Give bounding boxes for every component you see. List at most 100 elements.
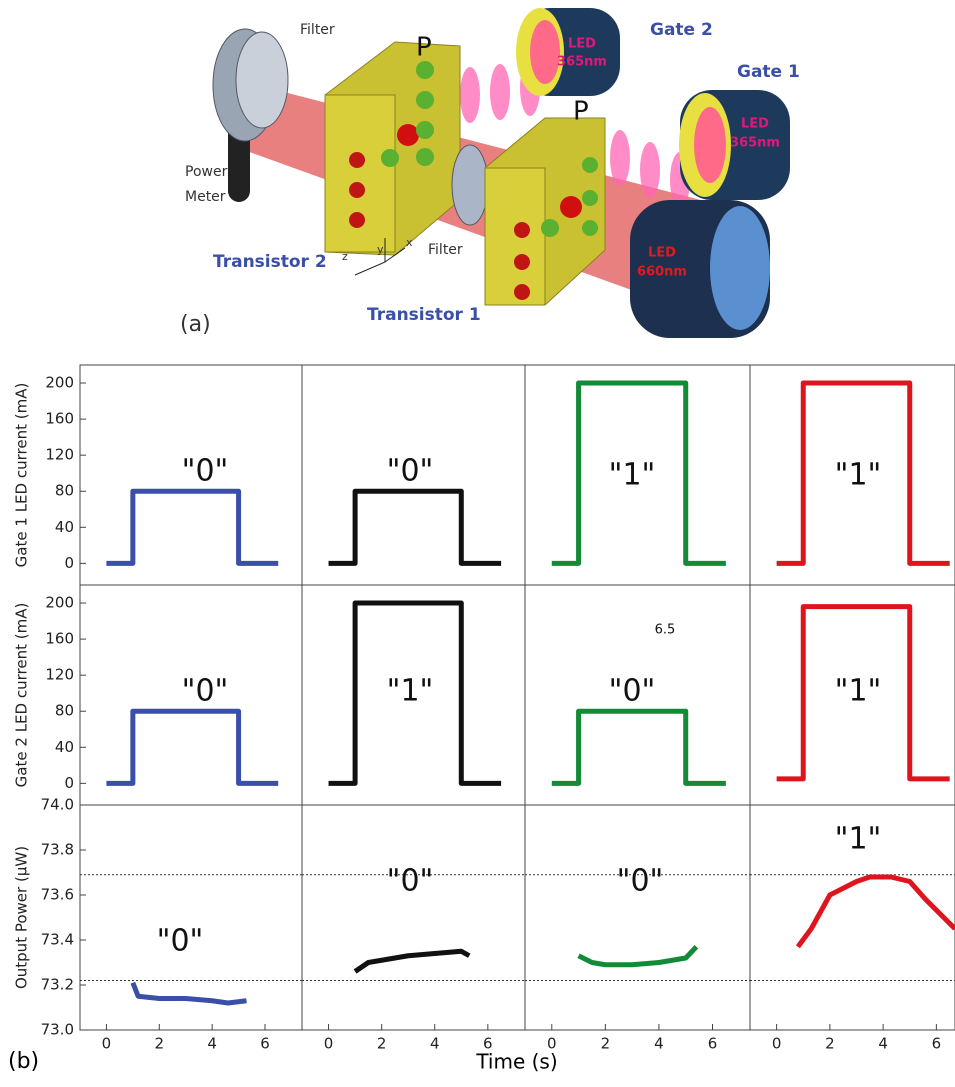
plot [551,380,726,566]
x-tick-label: 0 [102,1035,112,1053]
led-gate-2 [516,8,620,96]
data-line [353,948,471,974]
y-tick-label: 73.2 [41,976,74,994]
y-axis-title: Output Power (μW) [13,846,31,989]
plot [106,488,279,566]
label: LED [648,246,676,261]
data-line [106,488,279,566]
plot-frame [749,804,955,1031]
y-tick-label: 160 [45,410,74,428]
plot [776,604,950,782]
transistor-2-face [324,94,396,253]
label: Power [185,164,228,180]
label: Transistor 1 [367,305,481,325]
filter [451,144,489,226]
label: y [377,243,384,256]
plot [551,708,726,786]
plot [328,600,502,786]
label: 365nm [730,136,780,151]
y-tick-label: 0 [64,774,74,792]
label: Transistor 2 [213,252,327,272]
x-tick-label: 6 [932,1035,942,1053]
label: Meter [185,189,226,205]
plot [353,948,471,974]
annotation: "1" [609,458,656,493]
y-tick-label: 40 [55,738,74,756]
plot [577,945,699,968]
x-tick-label: 2 [155,1035,165,1053]
y-tick-label: 120 [45,446,74,464]
label: P [416,33,432,63]
label: Filter [300,22,335,38]
plot [130,981,247,1006]
label: (a) [180,312,211,337]
y-tick-label: 200 [45,374,74,392]
annotation: "0" [387,864,434,899]
transistor-1-face [484,167,546,306]
annotation: 6.5 [655,623,676,638]
label: LED [741,117,769,132]
data-line [795,874,955,949]
y-tick-label: 80 [55,702,74,720]
annotation: "1" [835,822,882,857]
label: P [573,97,589,127]
x-tick-label: 0 [547,1035,557,1053]
label: LED [568,37,596,52]
annotation: "0" [617,864,664,899]
led-gate-1 [679,90,790,200]
data-line [328,488,502,566]
label: Gate 2 [650,20,713,40]
y-tick-label: 40 [55,518,74,536]
plot [795,874,955,949]
diagram: Filter Filter Power Meter x y z (a) P P … [180,8,800,338]
annotation: "1" [835,458,882,493]
power-meter [212,28,289,202]
annotation: "0" [609,674,656,709]
x-tick-label: 2 [601,1035,611,1053]
plot-frame [524,804,751,1031]
y-tick-label: 80 [55,482,74,500]
led-660 [630,200,770,338]
y-tick-label: 73.4 [41,931,74,949]
data-line [328,600,502,786]
x-tick-label: 6 [260,1035,270,1053]
y-tick-label: 73.6 [41,886,74,904]
y-tick-label: 0 [64,554,74,572]
annotation: "1" [387,674,434,709]
annotation: "0" [182,674,229,709]
label: 660nm [637,265,687,280]
x-tick-label: 2 [377,1035,387,1053]
x-tick-label: 6 [708,1035,718,1053]
x-axis-title: Time (s) [475,1050,557,1074]
plot-frame [79,804,303,1031]
y-axis-title: Gate 1 LED current (mA) [13,383,31,568]
data-line [551,708,726,786]
x-tick-label: 0 [324,1035,334,1053]
annotation: "1" [835,674,882,709]
label: 365nm [557,55,607,70]
data-line [130,981,247,1006]
data-line [106,708,279,786]
annotation: "0" [157,924,204,959]
x-tick-label: 4 [654,1035,664,1053]
plot [106,708,279,786]
data-line [776,604,950,782]
annotation: "0" [387,454,434,489]
x-tick-label: 2 [825,1035,835,1053]
charges [349,61,598,300]
x-tick-label: 4 [430,1035,440,1053]
plot [776,380,950,566]
y-tick-label: 74.0 [41,796,74,814]
label: Gate 1 [737,62,800,82]
plot [328,488,502,566]
y-tick-label: 120 [45,666,74,684]
label: x [406,236,413,249]
x-tick-label: 6 [483,1035,493,1053]
data-line [776,380,950,566]
data-line [577,945,699,968]
annotation: "0" [182,454,229,489]
data-line [551,380,726,566]
y-tick-label: 160 [45,630,74,648]
label: Filter [428,242,463,258]
